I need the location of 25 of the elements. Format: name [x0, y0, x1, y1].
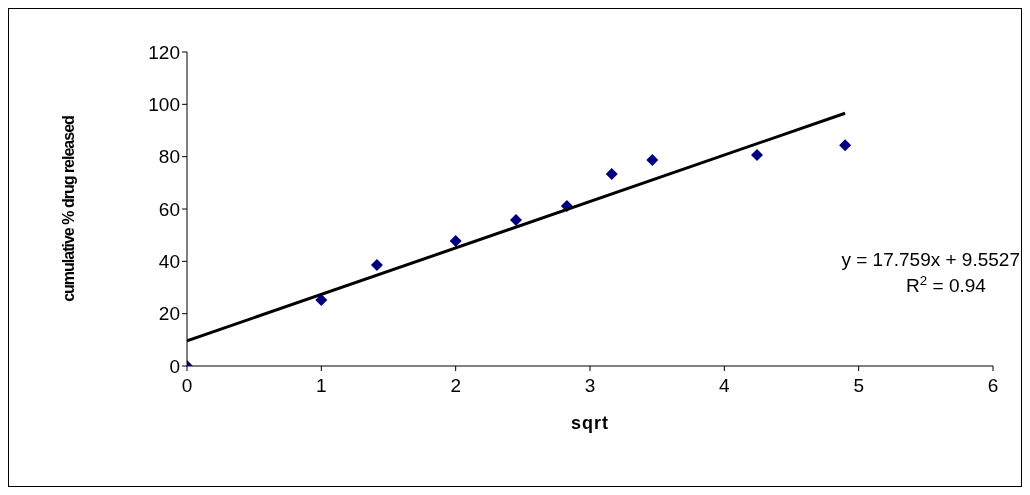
point [646, 154, 659, 167]
x-tick-label: 2 [450, 375, 461, 397]
x-tick-label: 6 [987, 375, 999, 397]
x-tick-label: 3 [584, 375, 596, 397]
y-tick-label: 0 [169, 355, 180, 377]
point [750, 149, 763, 162]
y-axis-title: cumulative % drug released [59, 115, 77, 302]
point [605, 167, 618, 180]
point [370, 259, 383, 271]
y-tick-label: 60 [158, 198, 180, 220]
x-tick-label: 4 [719, 375, 731, 397]
x-tick-label: 1 [316, 375, 327, 397]
y-tick-label: 40 [158, 251, 180, 273]
x-axis-title: sqrt [570, 413, 610, 433]
annotation: R$^{2}$ = 0.94 [906, 272, 987, 296]
point [839, 139, 852, 152]
point [449, 234, 462, 247]
y-tick-label: 20 [158, 303, 180, 325]
annotation: y = 17.759x + 9.5527 [841, 249, 1020, 270]
point [509, 213, 522, 226]
y-tick-label: 120 [148, 41, 180, 63]
y-tick-label: 80 [158, 146, 180, 168]
y-tick-label: 100 [148, 94, 180, 116]
x-tick-label: 5 [853, 375, 864, 397]
point [315, 294, 328, 307]
